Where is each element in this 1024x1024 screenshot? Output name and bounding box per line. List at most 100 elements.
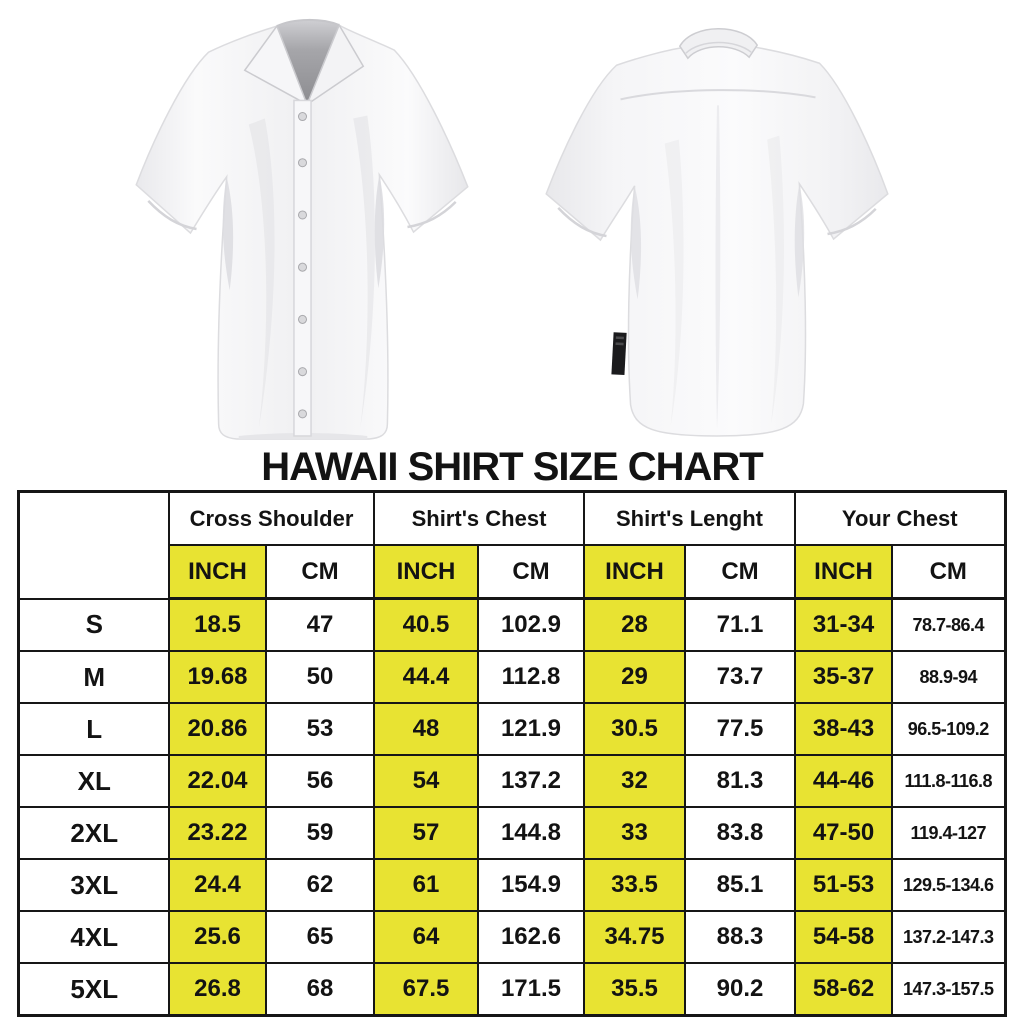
group-header-cross-shoulder: Cross Shoulder bbox=[167, 490, 375, 546]
size-cell: 3XL bbox=[17, 858, 170, 912]
shirt-back-image bbox=[545, 28, 889, 437]
group-header-shirts-chest: Shirt's Chest bbox=[372, 490, 586, 546]
value-cell: 64 bbox=[372, 910, 479, 964]
value-cell: 48 bbox=[372, 702, 479, 756]
unit-header-cell: INCH bbox=[794, 544, 894, 600]
value-cell: 54 bbox=[372, 754, 479, 808]
value-cell: 22.04 bbox=[167, 754, 267, 808]
group-header-row: Cross Shoulder Shirt's Chest Shirt's Len… bbox=[17, 490, 1007, 600]
unit-header-cell: CM bbox=[683, 544, 797, 600]
value-cell: 78.7-86.4 bbox=[891, 597, 1007, 652]
table-row: 5XL 26.8 68 67.5 171.5 35.5 90.2 58-62 1… bbox=[17, 962, 1007, 1017]
value-cell: 32 bbox=[583, 754, 686, 808]
value-cell: 119.4-127 bbox=[891, 806, 1007, 860]
value-cell: 81.3 bbox=[683, 754, 797, 808]
buttons bbox=[297, 111, 308, 419]
value-cell: 102.9 bbox=[476, 597, 586, 652]
value-cell: 59 bbox=[264, 806, 375, 860]
size-cell: 2XL bbox=[17, 806, 170, 860]
value-cell: 67.5 bbox=[372, 962, 479, 1017]
value-cell: 90.2 bbox=[683, 962, 797, 1017]
neck-opening bbox=[276, 19, 340, 105]
value-cell: 44-46 bbox=[794, 754, 894, 808]
value-cell: 73.7 bbox=[683, 650, 797, 704]
collar bbox=[243, 18, 365, 107]
size-cell: L bbox=[17, 702, 170, 756]
size-cell: S bbox=[17, 597, 170, 652]
unit-header-cell: INCH bbox=[583, 544, 686, 600]
value-cell: 88.9-94 bbox=[891, 650, 1007, 704]
group-header-your-chest: Your Chest bbox=[794, 490, 1007, 546]
value-cell: 137.2-147.3 bbox=[891, 910, 1007, 964]
value-cell: 137.2 bbox=[476, 754, 586, 808]
value-cell: 26.8 bbox=[167, 962, 267, 1017]
value-cell: 154.9 bbox=[476, 858, 586, 912]
value-cell: 162.6 bbox=[476, 910, 586, 964]
value-cell: 56 bbox=[264, 754, 375, 808]
value-cell: 30.5 bbox=[583, 702, 686, 756]
table-row: M 19.68 50 44.4 112.8 29 73.7 35-37 88.9… bbox=[17, 650, 1007, 704]
value-cell: 25.6 bbox=[167, 910, 267, 964]
size-cell: M bbox=[17, 650, 170, 704]
corner-cell bbox=[17, 490, 170, 600]
value-cell: 171.5 bbox=[476, 962, 586, 1017]
table-row: 2XL 23.22 59 57 144.8 33 83.8 47-50 119.… bbox=[17, 806, 1007, 860]
value-cell: 35.5 bbox=[583, 962, 686, 1017]
value-cell: 71.1 bbox=[683, 597, 797, 652]
value-cell: 28 bbox=[583, 597, 686, 652]
page-title: HAWAII SHIRT SIZE CHART bbox=[261, 445, 763, 489]
value-cell: 53 bbox=[264, 702, 375, 756]
value-cell: 62 bbox=[264, 858, 375, 912]
table-row: XL 22.04 56 54 137.2 32 81.3 44-46 111.8… bbox=[17, 754, 1007, 808]
table-row: 3XL 24.4 62 61 154.9 33.5 85.1 51-53 129… bbox=[17, 858, 1007, 912]
value-cell: 33.5 bbox=[583, 858, 686, 912]
value-cell: 147.3-157.5 bbox=[891, 962, 1007, 1017]
collar-band-seam bbox=[685, 41, 752, 54]
button-placket bbox=[293, 99, 312, 437]
size-cell: 4XL bbox=[17, 910, 170, 964]
shirt-back-body bbox=[545, 42, 889, 437]
value-cell: 83.8 bbox=[683, 806, 797, 860]
group-header-shirts-length: Shirt's Lenght bbox=[582, 490, 797, 546]
table-row: 4XL 25.6 65 64 162.6 34.75 88.3 54-58 13… bbox=[17, 910, 1007, 964]
value-cell: 44.4 bbox=[372, 650, 479, 704]
table-row: L 20.86 53 48 121.9 30.5 77.5 38-43 96.5… bbox=[17, 702, 1007, 756]
unit-header-cell: CM bbox=[476, 544, 586, 600]
value-cell: 51-53 bbox=[794, 858, 894, 912]
value-cell: 58-62 bbox=[794, 962, 894, 1017]
value-cell: 96.5-109.2 bbox=[891, 702, 1007, 756]
value-cell: 68 bbox=[264, 962, 375, 1017]
shirt-front-image bbox=[135, 18, 469, 440]
value-cell: 47-50 bbox=[794, 806, 894, 860]
unit-header-cell: CM bbox=[264, 544, 375, 600]
value-cell: 20.86 bbox=[167, 702, 267, 756]
collar-band bbox=[678, 28, 759, 60]
size-chart-table: Cross Shoulder Shirt's Chest Shirt's Len… bbox=[17, 490, 1007, 1017]
value-cell: 77.5 bbox=[683, 702, 797, 756]
unit-header-cell: INCH bbox=[167, 544, 267, 600]
value-cell: 144.8 bbox=[476, 806, 586, 860]
value-cell: 19.68 bbox=[167, 650, 267, 704]
unit-header-row: INCH CM INCH CM INCH CM INCH CM bbox=[19, 544, 1007, 600]
care-tag bbox=[611, 332, 627, 376]
value-cell: 121.9 bbox=[476, 702, 586, 756]
value-cell: 24.4 bbox=[167, 858, 267, 912]
value-cell: 47 bbox=[264, 597, 375, 652]
value-cell: 35-37 bbox=[794, 650, 894, 704]
unit-header-cell: CM bbox=[891, 544, 1007, 600]
value-cell: 57 bbox=[372, 806, 479, 860]
value-cell: 85.1 bbox=[683, 858, 797, 912]
shirt-photos bbox=[0, 0, 1024, 446]
value-cell: 65 bbox=[264, 910, 375, 964]
value-cell: 33 bbox=[583, 806, 686, 860]
value-cell: 40.5 bbox=[372, 597, 479, 652]
value-cell: 50 bbox=[264, 650, 375, 704]
value-cell: 18.5 bbox=[167, 597, 267, 652]
value-cell: 23.22 bbox=[167, 806, 267, 860]
unit-header-cell: INCH bbox=[372, 544, 479, 600]
value-cell: 31-34 bbox=[794, 597, 894, 652]
value-cell: 34.75 bbox=[583, 910, 686, 964]
value-cell: 61 bbox=[372, 858, 479, 912]
value-cell: 111.8-116.8 bbox=[891, 754, 1007, 808]
value-cell: 88.3 bbox=[683, 910, 797, 964]
